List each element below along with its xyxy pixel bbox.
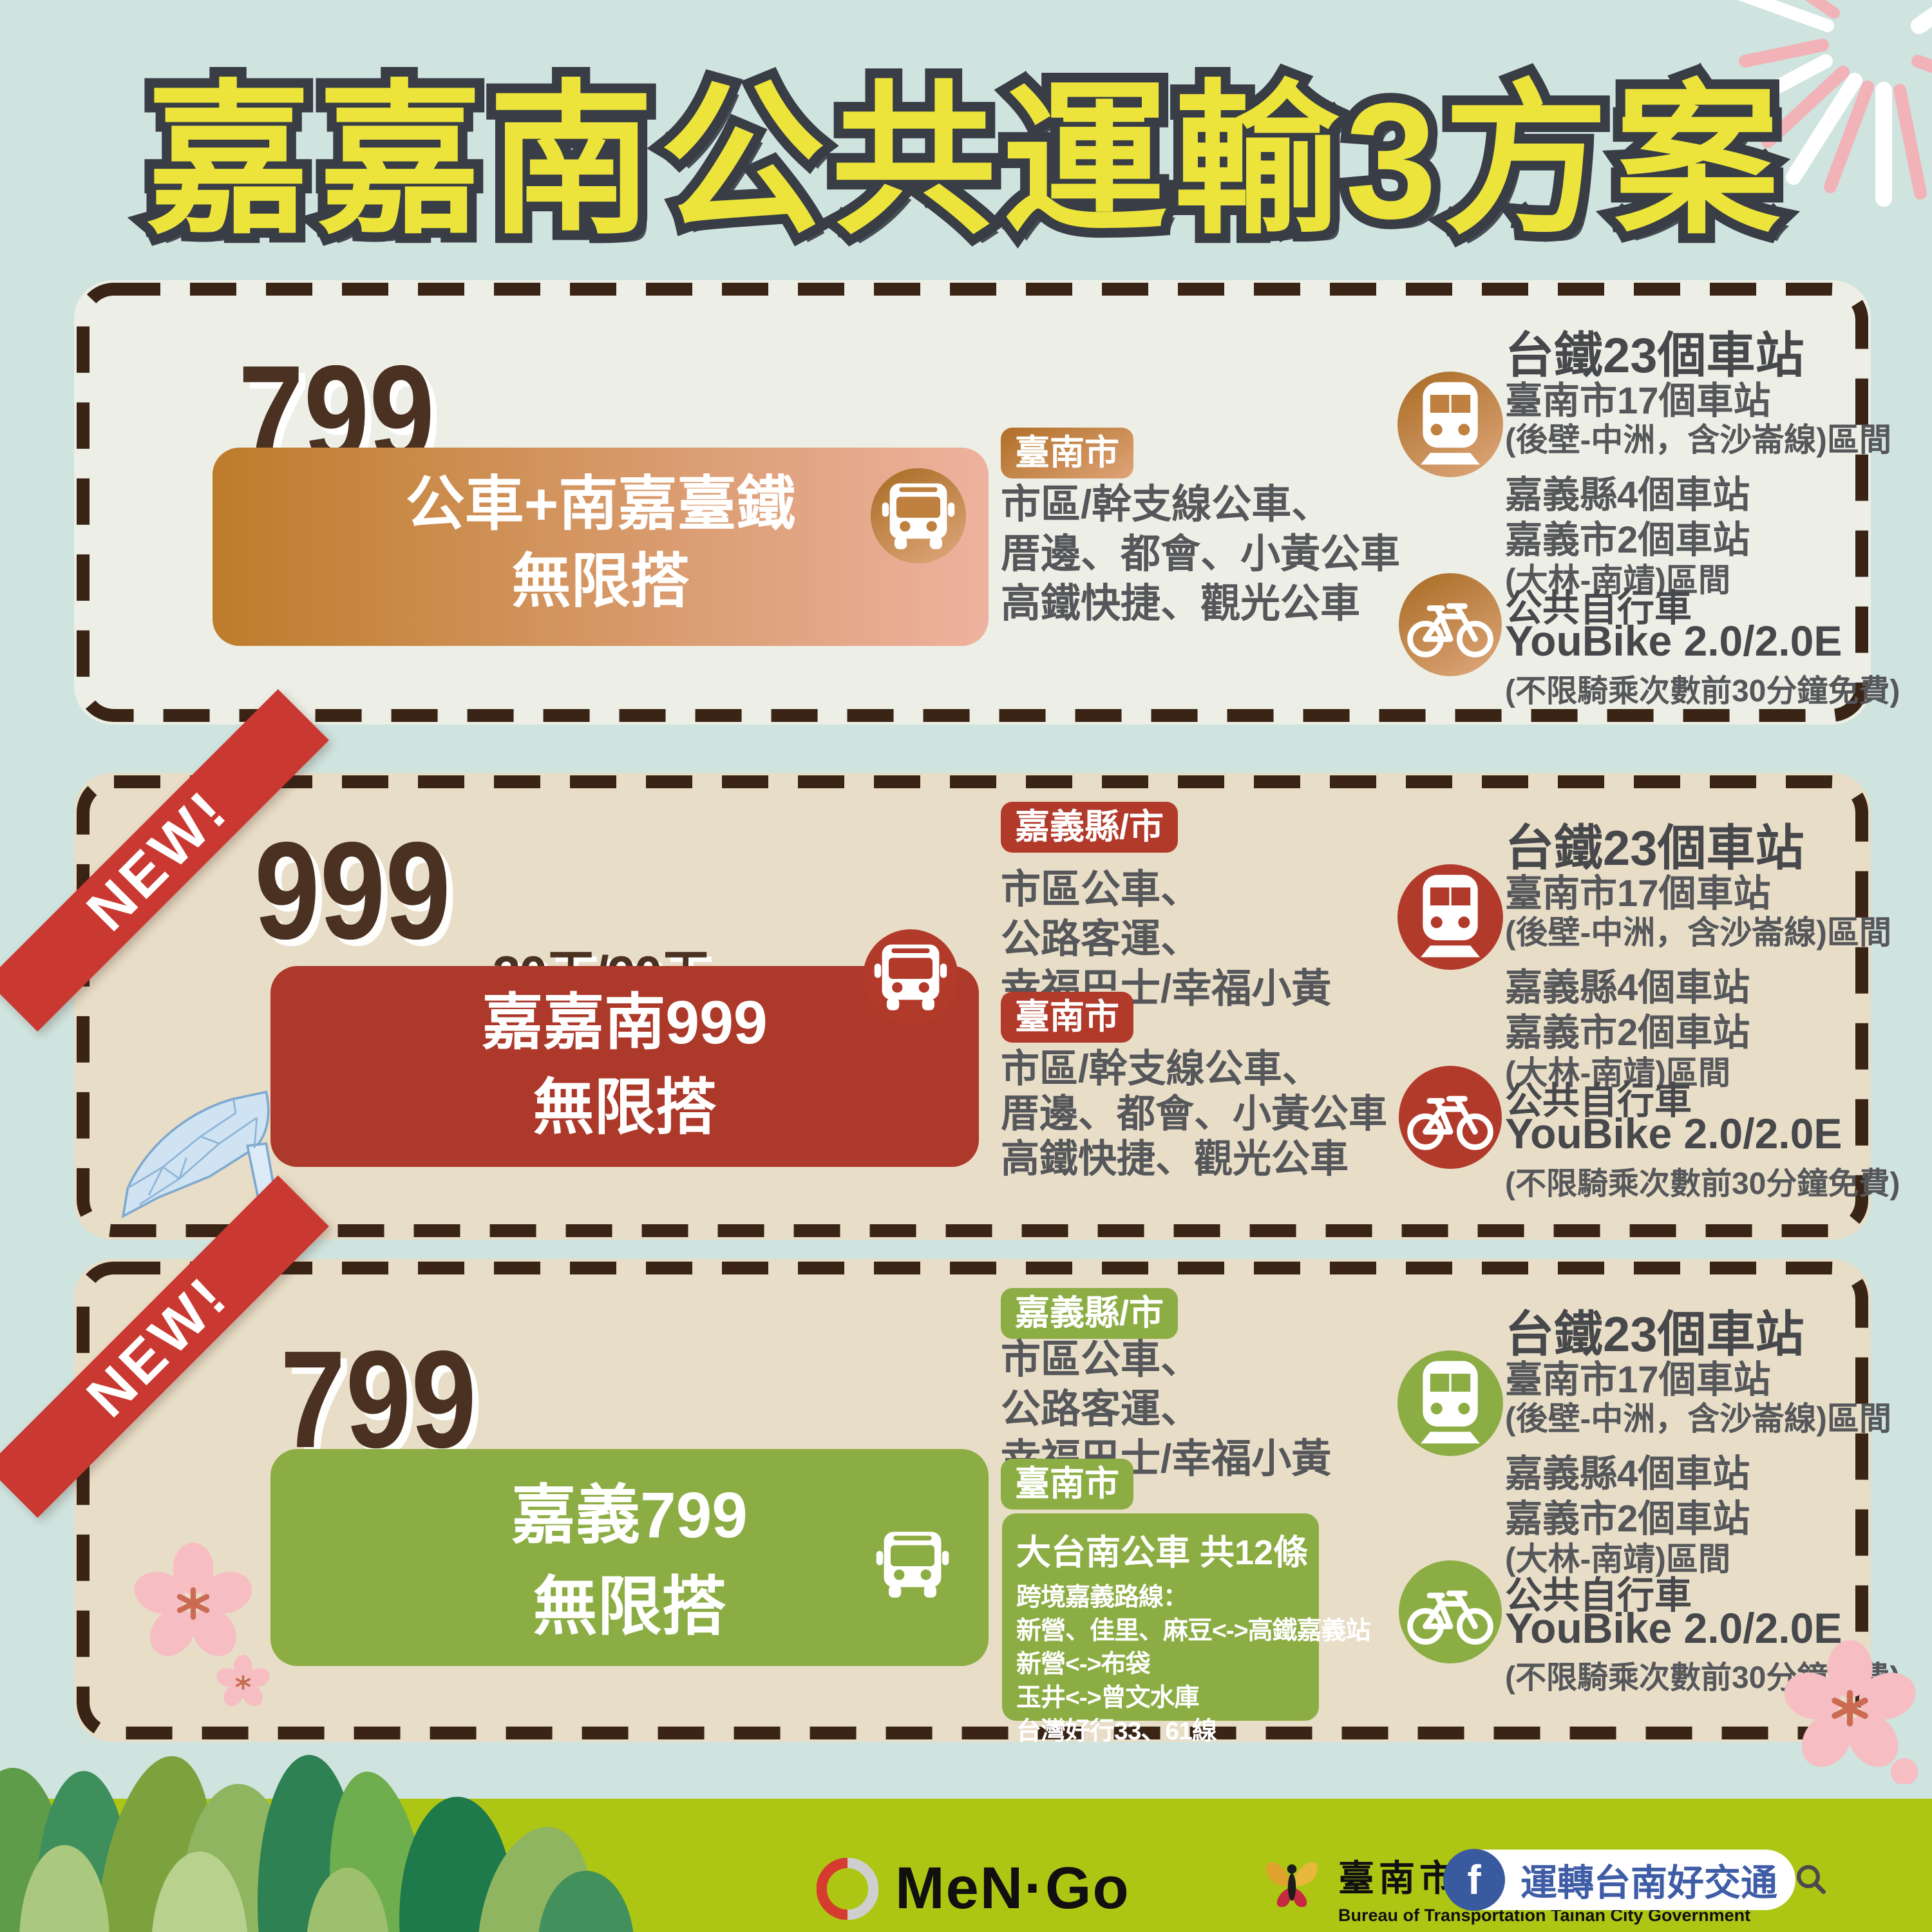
rail-info-line: (後壁-中洲，含沙崙線)區間	[1505, 422, 1891, 458]
rail-info-line: 臺南市17個車站	[1505, 873, 1771, 914]
firework-decoration	[1716, 0, 1932, 207]
service-line: 市區公車、	[1001, 1338, 1201, 1382]
plan-card-799-bus-rail: 799 30天/90天 公車+南嘉臺鐵 無限搭 臺南市 市區/幹支線公車、 厝邊…	[74, 280, 1900, 724]
region-tag-tainan: 臺南市	[1001, 1459, 1133, 1510]
mengo-ring-icon	[817, 1857, 878, 1920]
train-icon	[1397, 1350, 1503, 1456]
bike-section-title: 公共自行車	[1505, 587, 1692, 629]
train-icon	[1397, 372, 1503, 477]
region-tag-tainan: 臺南市	[1001, 428, 1133, 479]
search-icon	[1797, 1865, 1826, 1895]
rail-info-line: (大林-南靖)區間	[1505, 1055, 1730, 1091]
bus-icon	[865, 1517, 960, 1612]
mengo-logo: MeN·Go	[817, 1855, 1130, 1922]
bike-icon	[1399, 1066, 1502, 1169]
plan-name-box: 嘉嘉南999 無限搭	[270, 966, 979, 1167]
rail-info-line: 臺南市17個車站	[1505, 1359, 1771, 1401]
service-line: 市區公車、	[1001, 867, 1201, 912]
service-line: 公路客運、	[1001, 1387, 1201, 1432]
bike-subtitle: YouBike 2.0/2.0E	[1505, 617, 1842, 665]
plan-card-999-chiachianan: NEW! 999 30天/90天 嘉嘉南999 無限搭 嘉義縣/市 市區公車、 …	[0, 689, 1900, 1240]
plan-name-line2: 無限搭	[511, 549, 690, 614]
plan-name-box: 公車+南嘉臺鐵 無限搭	[213, 448, 989, 646]
facebook-icon-letter: f	[1467, 1857, 1481, 1903]
bike-subtitle: YouBike 2.0/2.0E	[1505, 1110, 1842, 1157]
region-tag-tainan: 臺南市	[1001, 992, 1133, 1043]
train-icon	[1397, 864, 1503, 970]
rail-info-line: 嘉義縣4個車站	[1505, 967, 1750, 1009]
tainan-route-box: 大台南公車 共12條 跨境嘉義路線： 新營、佳里、麻豆<->高鐵嘉義站 新營<-…	[1002, 1513, 1371, 1745]
bus-icon	[871, 468, 966, 564]
service-line: 市區/幹支線公車、	[1001, 482, 1332, 527]
bike-section-title: 公共自行車	[1505, 1080, 1692, 1122]
plan-name-line1: 嘉義799	[511, 1479, 748, 1551]
route-line: 台灣好行33、61線	[1016, 1718, 1217, 1745]
rail-info-line: 嘉義縣4個車站	[1505, 474, 1750, 516]
cherry-blossom-decoration	[1784, 1640, 1918, 1784]
facebook-icon: f	[1443, 1849, 1505, 1911]
dashed-border	[77, 775, 1868, 1237]
cherry-blossom-decoration	[134, 1542, 252, 1656]
plan-name-line2: 無限搭	[533, 1571, 726, 1643]
facebook-search-pill[interactable]: f 運轉台南好交通	[1443, 1849, 1826, 1911]
rail-section-title: 台鐵23個車站	[1505, 821, 1804, 876]
bike-section-title: 公共自行車	[1505, 1575, 1692, 1616]
service-line: 高鐵快捷、觀光公車	[1001, 1137, 1349, 1180]
plan-name-box: 嘉義799 無限搭	[270, 1449, 989, 1666]
rail-info-line: 嘉義市2個車站	[1505, 1012, 1750, 1054]
region-tag-chiayi: 嘉義縣/市	[1001, 802, 1179, 853]
tainan-service-lines: 市區/幹支線公車、 厝邊、都會、小黃公車 高鐵快捷、觀光公車	[1001, 1046, 1387, 1182]
rail-info-line: (後壁-中洲，含沙崙線)區間	[1505, 1401, 1891, 1437]
route-line: 跨境嘉義路線：	[1016, 1584, 1188, 1611]
bike-note: (不限騎乘次數前30分鐘免費)	[1505, 1167, 1900, 1201]
rail-info-line: 嘉義縣4個車站	[1505, 1453, 1750, 1495]
route-line: 新營、佳里、麻豆<->高鐵嘉義站	[1016, 1617, 1371, 1645]
chiayi-service-lines: 市區公車、 公路客運、 幸福巴士/幸福小黃	[1001, 1335, 1331, 1484]
bike-icon	[1399, 573, 1502, 676]
rail-info-line: (大林-南靖)區間	[1505, 1541, 1730, 1577]
rail-section-title: 台鐵23個車站	[1505, 328, 1804, 383]
region-tag-chiayi: 嘉義縣/市	[1001, 1288, 1179, 1340]
route-line: 玉井<->曾文水庫	[1016, 1684, 1200, 1712]
bike-note: (不限騎乘次數前30分鐘免費)	[1505, 674, 1900, 708]
service-line: 高鐵快捷、觀光公車	[1001, 582, 1361, 626]
poster-title-text: 嘉嘉南公共運輸3方案	[146, 69, 1786, 253]
dashed-border	[77, 283, 1868, 722]
plan-card-799-chiayi: NEW! 799 30天/90天 嘉義799 無限搭 嘉義縣/市 市區公車、 公…	[0, 1175, 1900, 1745]
route-line: 新營<->布袋	[1016, 1651, 1151, 1678]
bureau-butterfly-icon	[1266, 1862, 1318, 1908]
dashed-border	[77, 1262, 1868, 1739]
rail-info-line: 嘉義市2個車站	[1505, 1498, 1750, 1540]
bike-subtitle: YouBike 2.0/2.0E	[1505, 1604, 1842, 1652]
route-box-title: 大台南公車 共12條	[1016, 1533, 1309, 1572]
poster-title-outline: 嘉嘉南公共運輸3方案	[137, 61, 1789, 261]
rail-section-title: 台鐵23個車站	[1505, 1307, 1804, 1362]
service-line: 公路客運、	[1001, 917, 1201, 961]
rail-info-line: 臺南市17個車站	[1505, 380, 1771, 422]
rail-info-line: (大林-南靖)區間	[1505, 562, 1730, 598]
service-line: 厝邊、都會、小黃公車	[1001, 1092, 1387, 1135]
rail-info-line: 嘉義市2個車站	[1505, 519, 1750, 561]
plants-decoration	[0, 1755, 634, 1932]
bike-icon	[1399, 1560, 1502, 1663]
bus-icon	[863, 929, 958, 1025]
plan-name-line1: 嘉嘉南999	[482, 989, 768, 1057]
service-line: 厝邊、都會、小黃公車	[1001, 532, 1401, 576]
cherry-blossom-decoration	[216, 1654, 270, 1707]
plan-name-line2: 無限搭	[533, 1074, 717, 1142]
mengo-logo-label: MeN·Go	[895, 1855, 1130, 1921]
plan-price: 799	[280, 1321, 477, 1477]
facebook-page-name: 運轉台南好交通	[1520, 1862, 1777, 1904]
chiayi-service-lines: 市區公車、 公路客運、 幸福巴士/幸福小黃	[1001, 865, 1331, 1014]
rail-info-line: (後壁-中洲，含沙崙線)區間	[1505, 914, 1891, 951]
plan-price: 999	[254, 813, 451, 968]
tainan-service-lines: 市區/幹支線公車、 厝邊、都會、小黃公車 高鐵快捷、觀光公車	[1001, 480, 1400, 629]
plan-name-line1: 公車+南嘉臺鐵	[405, 471, 796, 537]
service-line: 市區/幹支線公車、	[1001, 1047, 1321, 1090]
